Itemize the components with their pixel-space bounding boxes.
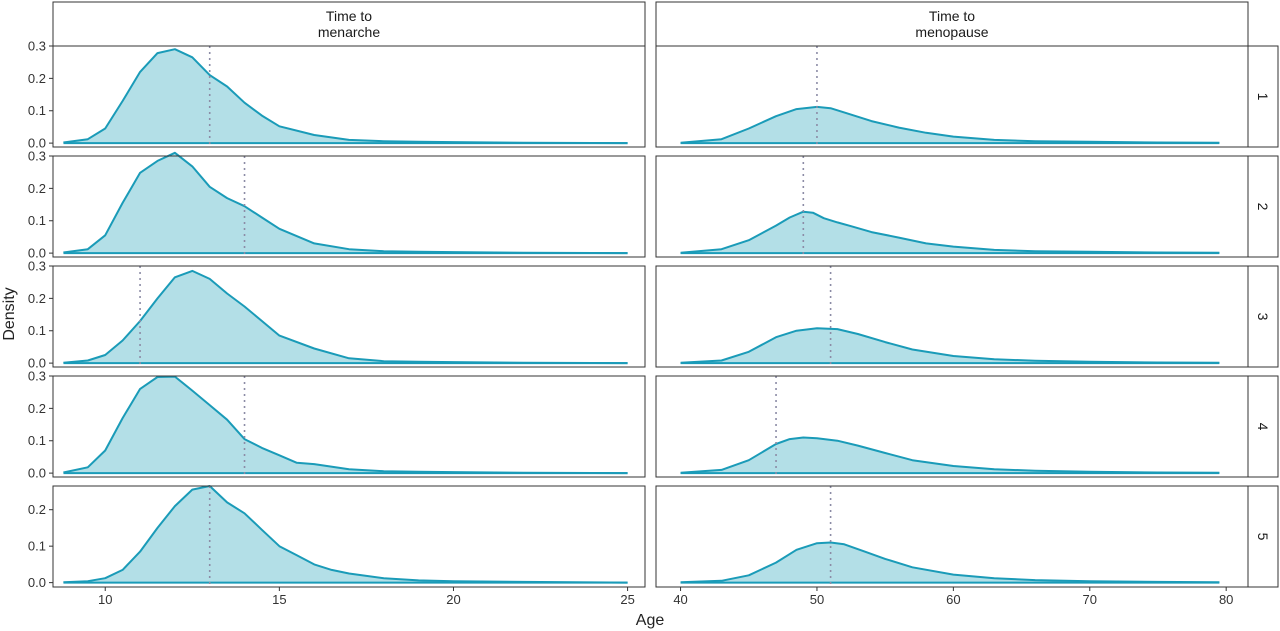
density-area bbox=[63, 49, 628, 144]
y-tick-label: 0.2 bbox=[28, 291, 46, 306]
density-panel bbox=[655, 45, 1249, 148]
density-area bbox=[63, 152, 628, 254]
density-panel bbox=[52, 485, 646, 588]
y-tick-label: 0.2 bbox=[28, 502, 46, 517]
y-tick-label: 0.1 bbox=[28, 433, 46, 448]
panel-background bbox=[656, 486, 1248, 587]
x-tick-label: 70 bbox=[1083, 592, 1097, 607]
x-tick-label: 20 bbox=[446, 592, 460, 607]
row-strip-label: 2 bbox=[1255, 203, 1271, 211]
x-tick-label: 80 bbox=[1219, 592, 1233, 607]
column-strip-label: menarche bbox=[318, 24, 380, 40]
density-line bbox=[63, 48, 628, 145]
x-tick-label: 50 bbox=[810, 592, 824, 607]
density-panel bbox=[52, 265, 646, 368]
row-strip-label: 4 bbox=[1255, 423, 1271, 431]
y-tick-label: 0.2 bbox=[28, 71, 46, 86]
panel-border bbox=[655, 375, 1249, 478]
y-tick-label: 0.3 bbox=[28, 149, 46, 164]
column-strip bbox=[655, 1, 1249, 47]
density-area bbox=[680, 437, 1220, 474]
density-line bbox=[680, 436, 1220, 474]
density-panel bbox=[655, 265, 1249, 368]
y-tick-label: 0.1 bbox=[28, 323, 46, 338]
y-tick-label: 0.1 bbox=[28, 103, 46, 118]
y-tick-label: 0.1 bbox=[28, 539, 46, 554]
panel-border bbox=[655, 45, 1249, 148]
density-area bbox=[680, 328, 1220, 364]
column-strip-label: Time to bbox=[929, 8, 975, 24]
x-tick-label: 40 bbox=[673, 592, 687, 607]
density-line bbox=[63, 485, 628, 584]
panel-border bbox=[52, 375, 646, 478]
column-strip-label: menopause bbox=[915, 24, 988, 40]
density-line bbox=[63, 375, 628, 475]
density-area bbox=[680, 542, 1220, 583]
row-strip-label: 5 bbox=[1255, 533, 1271, 541]
y-tick-label: 0.0 bbox=[28, 466, 46, 481]
y-tick-label: 0.0 bbox=[28, 136, 46, 151]
column-strip-label: Time to bbox=[326, 8, 372, 24]
row-strip bbox=[1247, 485, 1279, 588]
y-tick-label: 0.1 bbox=[28, 213, 46, 228]
row-strip bbox=[1247, 265, 1279, 368]
density-area bbox=[680, 106, 1220, 144]
row-strip bbox=[1247, 45, 1279, 148]
density-line bbox=[680, 327, 1220, 364]
x-tick-label: 15 bbox=[272, 592, 286, 607]
x-tick-label: 25 bbox=[620, 592, 634, 607]
density-panel bbox=[52, 151, 646, 258]
panel-border bbox=[52, 155, 646, 258]
y-tick-label: 0.0 bbox=[28, 356, 46, 371]
y-tick-label: 0.2 bbox=[28, 181, 46, 196]
density-panel bbox=[655, 485, 1249, 588]
density-area bbox=[63, 486, 628, 583]
density-line bbox=[680, 541, 1220, 584]
panel-border bbox=[52, 485, 646, 588]
x-tick-label: 10 bbox=[98, 592, 112, 607]
y-axis-title: Density bbox=[1, 287, 18, 340]
panel-border bbox=[52, 265, 646, 368]
density-panel bbox=[655, 155, 1249, 258]
row-strip bbox=[1247, 155, 1279, 258]
density-panel bbox=[52, 45, 646, 148]
panel-border bbox=[655, 155, 1249, 258]
column-strip bbox=[52, 1, 646, 47]
density-line bbox=[680, 210, 1220, 254]
x-axis-title: Age bbox=[636, 612, 665, 629]
y-tick-label: 0.0 bbox=[28, 246, 46, 261]
density-line bbox=[63, 151, 628, 255]
density-area bbox=[63, 270, 628, 364]
panel-background bbox=[656, 266, 1248, 367]
x-tick-label: 60 bbox=[946, 592, 960, 607]
panel-border bbox=[655, 485, 1249, 588]
density-line bbox=[680, 105, 1220, 144]
y-tick-label: 0.3 bbox=[28, 369, 46, 384]
panel-border bbox=[655, 265, 1249, 368]
density-area bbox=[680, 211, 1220, 254]
row-strip-label: 1 bbox=[1255, 93, 1271, 101]
y-tick-label: 0.0 bbox=[28, 575, 46, 590]
density-panel bbox=[655, 375, 1249, 478]
panel-border bbox=[52, 45, 646, 148]
y-tick-label: 0.2 bbox=[28, 401, 46, 416]
row-strip-label: 3 bbox=[1255, 313, 1271, 321]
y-tick-label: 0.3 bbox=[28, 259, 46, 274]
density-panel bbox=[52, 375, 646, 478]
density-line bbox=[63, 269, 628, 365]
y-tick-label: 0.3 bbox=[28, 39, 46, 54]
